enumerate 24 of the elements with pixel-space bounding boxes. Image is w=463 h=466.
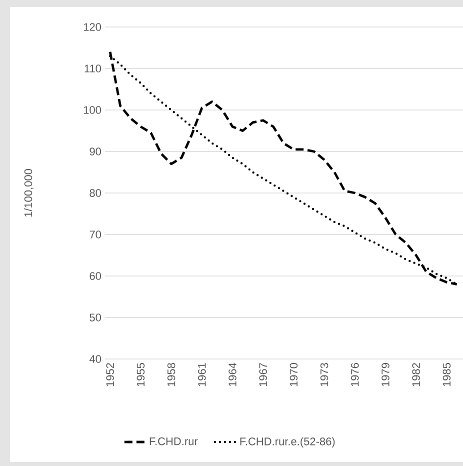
legend-label: F.CHD.rur.e.(52-86): [240, 437, 334, 448]
y-tick-label: 120: [84, 23, 101, 31]
x-tick-label: 1970: [290, 362, 298, 386]
legend-label: F.CHD.rur: [150, 437, 198, 446]
x-tick-label: 1952: [106, 363, 114, 386]
x-tick-label: 1982: [412, 363, 420, 386]
y-tick-label: 50: [89, 314, 101, 322]
x-tick-label: 1985: [442, 363, 450, 386]
y-tick-label: 100: [84, 106, 101, 114]
y-tick-label: 40: [89, 355, 101, 363]
y-tick-label: 80: [90, 189, 101, 197]
x-tick-label: 1973: [320, 363, 328, 386]
x-tick-label: 1976: [350, 363, 359, 386]
x-tick-label: 1967: [259, 363, 267, 386]
x-tick-label: 1961: [198, 363, 206, 386]
y-tick-label: 110: [84, 64, 101, 72]
y-tick-label: 60: [90, 272, 101, 280]
y-tick-label: 90: [90, 148, 101, 156]
x-tick-label: 1958: [167, 363, 175, 386]
y-tick-label: 70: [90, 230, 101, 238]
x-tick-label: 1955: [136, 363, 144, 386]
y-axis-title: 1/100,000: [24, 168, 34, 217]
x-tick-label: 1964: [228, 362, 236, 386]
x-tick-label: 1979: [381, 363, 390, 386]
